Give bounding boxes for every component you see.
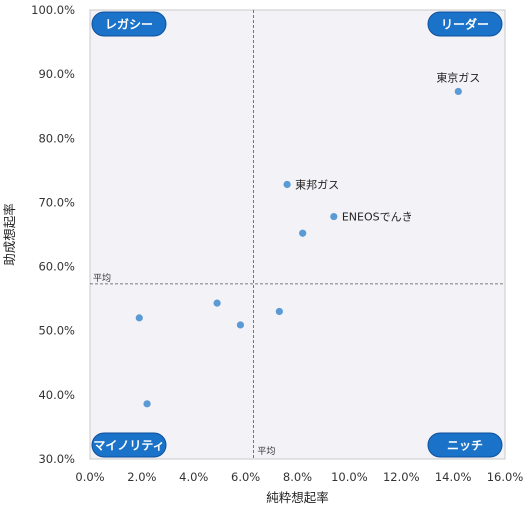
average-y-label: 平均: [93, 272, 111, 284]
data-point: [299, 229, 307, 237]
quadrant-badge: [427, 11, 503, 37]
y-tick-label: 80.0%: [38, 131, 75, 145]
data-point: [236, 321, 245, 329]
x-tick-label: 16.0%: [487, 470, 524, 484]
y-tick-label: 30.0%: [38, 452, 75, 466]
quadrant-badge: [427, 432, 503, 458]
quadrant-label-bottom-left: マイノリティ: [93, 439, 164, 453]
x-tick-label: 14.0%: [435, 470, 472, 484]
x-tick-label: 4.0%: [179, 470, 208, 484]
data-point: [330, 212, 338, 221]
data-point: [213, 299, 221, 307]
quadrant-label-top-left: レガシー: [105, 17, 153, 32]
data-point-label: ENEOSでんき: [342, 211, 413, 224]
quadrant-badge: [91, 11, 167, 37]
y-tick-label: 40.0%: [38, 388, 75, 402]
x-axis-ticks: 0.0% 2.0% 4.0% 6.0% 8.0% 10.0% 12.0% 14.0% 16.0%: [75, 470, 523, 484]
data-point: [275, 307, 283, 316]
x-tick-label: 12.0%: [383, 470, 420, 484]
quadrant-badge: [91, 432, 167, 458]
x-tick-label: 10.0%: [331, 470, 368, 484]
x-tick-label: 8.0%: [283, 470, 312, 484]
data-point-label: 東京ガス: [436, 70, 480, 84]
data-point: [135, 314, 143, 322]
average-x-label: 平均: [257, 445, 275, 457]
x-tick-label: 0.0%: [75, 470, 104, 484]
x-axis-title: 純粋想起率: [266, 490, 329, 505]
y-tick-label: 70.0%: [38, 195, 75, 209]
y-tick-label: 100.0%: [31, 3, 75, 17]
plot-area: [89, 9, 506, 460]
data-point: [283, 180, 291, 189]
x-tick-label: 2.0%: [127, 470, 156, 484]
data-point: [454, 87, 462, 96]
y-axis-title: 助成想起率: [2, 203, 17, 266]
data-point-label: 東邦ガス: [295, 178, 339, 191]
data-point: [143, 400, 151, 408]
y-axis-ticks: 30.0% 40.0% 50.0% 60.0% 70.0% 80.0% 90.0% 100.0…: [31, 3, 75, 466]
quadrant-label-top-right: リーダー: [441, 17, 489, 32]
quadrant-label-bottom-right: ニッチ: [447, 439, 483, 453]
x-tick-label: 6.0%: [231, 470, 260, 484]
y-tick-label: 90.0%: [38, 67, 75, 81]
y-tick-label: 50.0%: [38, 324, 75, 338]
y-tick-label: 60.0%: [38, 260, 75, 274]
